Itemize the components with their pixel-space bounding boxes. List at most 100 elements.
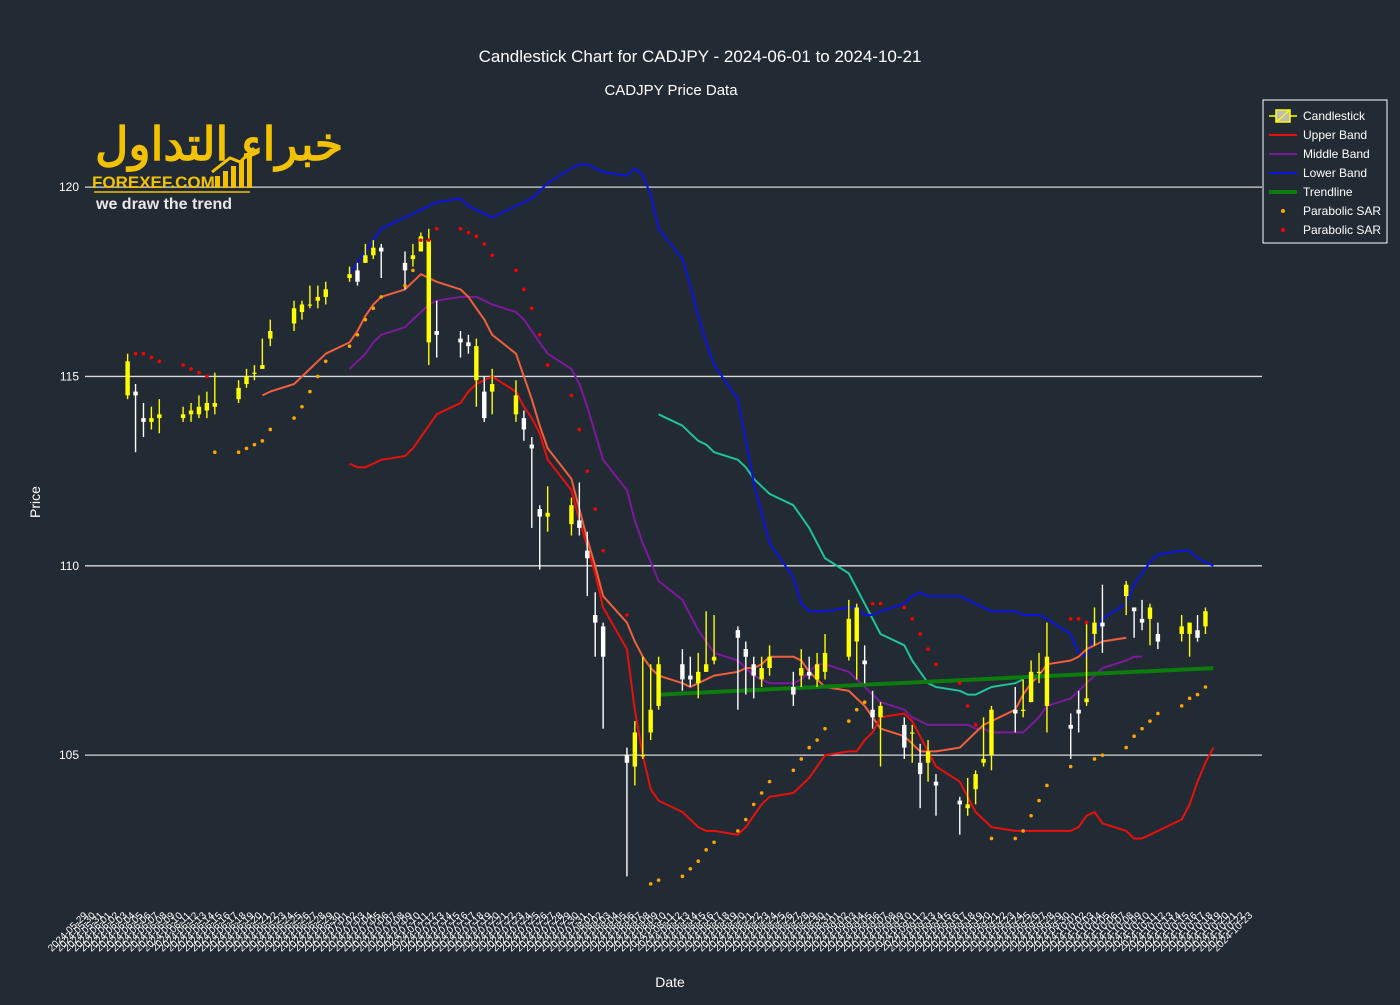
sar-bear-point — [474, 234, 479, 239]
candle-body — [196, 406, 202, 415]
candle-body — [1068, 724, 1073, 729]
candle — [1203, 607, 1208, 634]
candle — [1013, 686, 1018, 733]
candle — [545, 486, 550, 532]
candle-body — [648, 709, 653, 733]
candle — [513, 380, 519, 422]
sar-bear-point — [965, 704, 970, 708]
candle — [854, 603, 859, 680]
candle-body — [529, 444, 535, 449]
candle-body — [244, 376, 249, 385]
candle — [1028, 660, 1034, 703]
legend-item-lower-band[interactable]: Lower Band — [1269, 166, 1367, 180]
legend-label: Parabolic SAR — [1303, 223, 1381, 237]
sar-bull-point — [847, 719, 851, 723]
candle-body — [489, 384, 495, 392]
candle-body — [981, 758, 986, 763]
candle — [600, 622, 606, 729]
candle-body — [1028, 671, 1034, 703]
candle-body — [1187, 622, 1192, 634]
legend: Candlestick Upper Band Middle Band Lower… — [1262, 99, 1388, 244]
legend-item-sar-bear[interactable]: Parabolic SAR — [1281, 223, 1381, 237]
candle — [212, 372, 218, 415]
candle — [640, 656, 645, 759]
legend-item-sar-bull[interactable]: Parabolic SAR — [1281, 204, 1381, 218]
sar-bear-point — [197, 370, 201, 375]
legend-item-middle-band[interactable]: Middle Band — [1269, 147, 1370, 161]
sar-bull-point — [712, 840, 716, 845]
candle-body — [569, 505, 574, 525]
plot-area — [125, 163, 1215, 886]
candle-body — [799, 668, 804, 676]
candle-body — [767, 656, 772, 669]
candle — [474, 338, 479, 407]
sar-bear-point — [957, 681, 962, 686]
candle-body — [680, 664, 685, 680]
candle-body — [1084, 698, 1089, 703]
candle-body — [545, 512, 550, 517]
candle — [1131, 607, 1137, 638]
sar-bull-point — [648, 882, 653, 886]
legend-label: Upper Band — [1303, 128, 1367, 142]
candle — [402, 251, 408, 290]
candle — [1187, 622, 1192, 657]
candle-body — [711, 656, 717, 661]
candle — [965, 777, 970, 816]
legend-item-upper-band[interactable]: Upper Band — [1269, 128, 1367, 142]
candle — [133, 384, 138, 453]
candle-body — [688, 675, 693, 680]
candle-body — [482, 391, 487, 419]
sar-bear-point — [1068, 617, 1073, 621]
candle — [1084, 622, 1089, 706]
sar-bear-point — [530, 306, 534, 311]
candle — [822, 633, 828, 680]
candle — [371, 240, 376, 260]
y-axis: 105 110 115 120 — [59, 180, 79, 762]
legend-label: Parabolic SAR — [1303, 204, 1381, 218]
sar-bear-point — [601, 548, 605, 553]
candle-body — [1100, 622, 1105, 627]
legend-label: Candlestick — [1303, 109, 1366, 123]
legend-item-candlestick[interactable]: Candlestick — [1269, 109, 1366, 123]
candle — [577, 482, 582, 536]
candle — [236, 380, 241, 403]
sar-bull-point — [656, 878, 661, 882]
candle — [529, 437, 535, 528]
sar-bull-point — [815, 738, 819, 742]
candle-body — [593, 615, 598, 623]
sar-bear-point — [133, 351, 138, 356]
candle — [458, 331, 463, 358]
candle — [268, 319, 273, 347]
sar-bear-point — [593, 507, 598, 511]
legend-item-trendline[interactable]: Trendline — [1269, 185, 1353, 199]
candle — [347, 266, 352, 282]
candle — [703, 611, 709, 672]
candle-body — [434, 331, 439, 335]
sar-bear-point — [149, 355, 154, 360]
candle-body — [355, 270, 360, 282]
candle-body — [1092, 622, 1097, 634]
candle — [521, 410, 527, 441]
candle-body — [188, 410, 194, 415]
candle-body — [822, 652, 828, 672]
candle-body — [957, 800, 962, 805]
candle — [196, 395, 202, 419]
sar-bear-point — [514, 268, 518, 273]
candle — [989, 705, 994, 771]
candle — [260, 338, 265, 369]
candle — [466, 334, 471, 354]
sar-bear-point — [878, 601, 883, 606]
candle-body — [759, 668, 764, 680]
candle — [632, 721, 638, 786]
candle-body — [323, 289, 328, 297]
candle — [323, 281, 328, 305]
sar-bull-point — [1140, 726, 1144, 731]
candle-body — [965, 804, 970, 809]
sar-bear-point — [181, 363, 185, 367]
candle-body — [933, 781, 939, 786]
candle-body — [307, 304, 313, 306]
sar-bear-point — [973, 723, 978, 727]
candle-body — [735, 630, 741, 638]
sar-bull-point — [1203, 685, 1208, 689]
candle-body — [260, 365, 265, 369]
